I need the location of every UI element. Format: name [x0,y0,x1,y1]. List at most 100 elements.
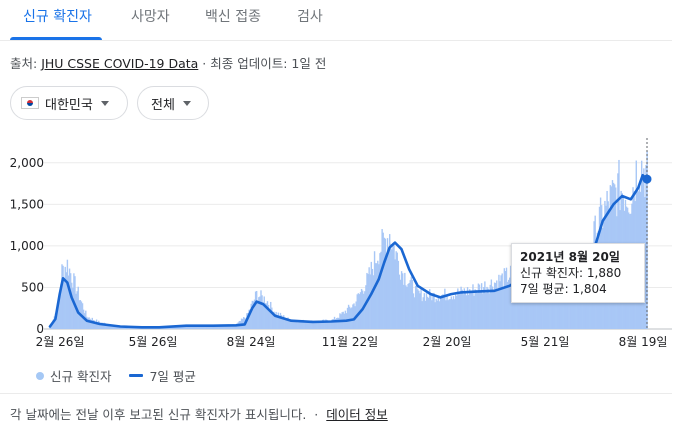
bar [183,326,185,329]
bar [195,325,197,329]
bar [112,324,114,329]
source-link[interactable]: JHU CSSE COVID-19 Data [41,56,199,71]
chart-legend: 신규 확진자 7일 평균 [36,366,196,385]
bar [461,289,463,329]
bar [105,324,108,329]
bar [96,322,99,329]
bar [314,322,316,329]
bar [556,278,559,329]
bar [102,323,104,329]
bar [541,285,543,329]
bar [251,300,254,329]
bar [200,325,203,329]
bar [396,252,398,329]
bar [75,293,77,329]
bar [184,325,186,329]
data-info-link[interactable]: 데이터 정보 [326,407,388,422]
bar [523,283,525,329]
bar [219,325,221,329]
tab-vaccinations[interactable]: 백신 접종 [205,9,261,25]
bar [64,266,66,329]
bar [645,165,647,329]
bar [126,327,128,329]
bar [315,321,317,329]
bar [416,285,418,329]
bar [532,282,535,329]
bar [307,322,310,329]
bar [477,283,480,329]
korea-flag-icon [21,97,39,109]
bar [187,325,190,329]
bar [273,311,275,329]
bar [316,322,318,329]
bar [270,301,272,329]
bar [87,318,89,329]
range-dropdown[interactable]: 전체 [137,86,209,120]
y-tick-label: 1,000 [10,239,44,253]
bar [281,316,284,329]
tab-deaths[interactable]: 사망자 [131,9,170,25]
tab-new-cases[interactable]: 신규 확진자 [23,9,92,25]
region-dropdown[interactable]: 대한민국 [10,86,128,120]
bar [539,279,541,329]
bar [451,299,454,329]
bar [213,325,216,329]
bar [536,282,538,329]
bar [298,322,300,329]
bar [231,325,233,329]
bar [526,284,528,329]
bar [365,285,367,329]
bar [432,293,434,329]
bar [407,283,409,329]
bar [497,290,499,329]
bar [226,325,229,329]
bar [228,324,231,329]
bar [452,296,455,329]
bar [103,322,105,329]
bar [225,324,228,329]
bar [260,290,262,329]
bar [520,277,523,329]
bar [84,313,86,329]
bar [250,303,252,329]
bar [104,323,106,329]
bar [348,306,351,329]
source-line: 출처: JHU CSSE COVID-19 Data · 최종 업데이트: 1일… [10,53,326,72]
bar [458,293,460,329]
bar [565,280,567,329]
bar [255,290,258,329]
y-tick-label: 500 [21,280,44,294]
bar [207,325,209,329]
bar [301,320,303,329]
chevron-down-icon [100,100,109,106]
bar [265,303,268,329]
bar [447,300,449,329]
bar [324,321,326,329]
bar [471,291,473,329]
bar [224,326,227,329]
bar [62,265,64,329]
bar [466,287,469,329]
bar [430,294,432,329]
bar [383,237,385,329]
bar [294,320,297,329]
bar [404,272,406,329]
bar [172,326,175,329]
bar [476,292,479,329]
bar [221,325,223,329]
bar [423,293,426,329]
bar [543,287,546,329]
bar [384,238,387,329]
bar [489,284,491,329]
bar [486,286,488,329]
bar [332,319,335,329]
bar [357,293,360,329]
y-axis-labels: 0 500 1,000 1,500 2,000 [10,156,44,336]
bar [312,322,314,329]
bar [192,325,194,329]
bar [303,322,305,329]
bar [333,316,336,329]
tab-tests[interactable]: 검사 [297,9,323,25]
bar [232,324,234,329]
bar [445,300,447,329]
